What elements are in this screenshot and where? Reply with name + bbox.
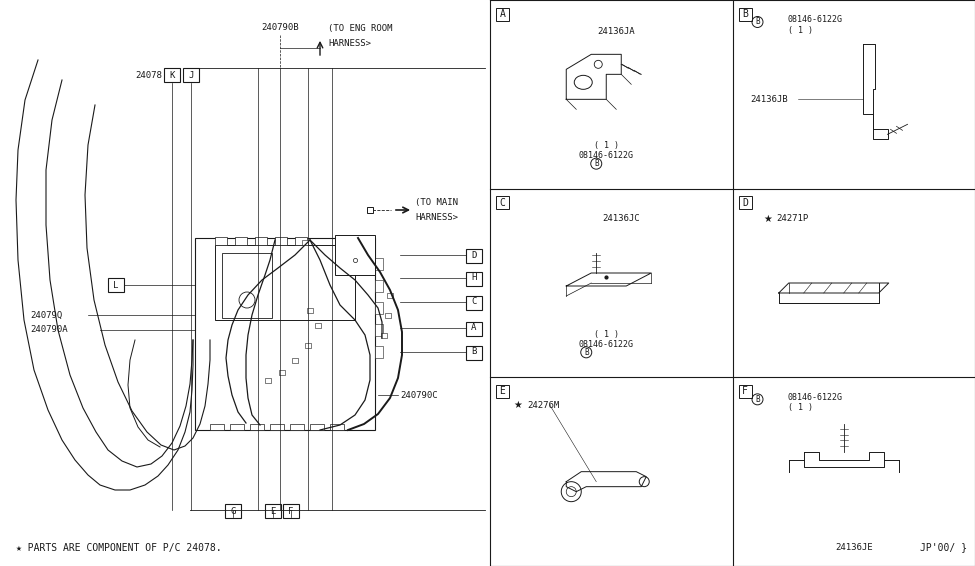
Bar [255, 237, 267, 245]
Text: 08146-6122G: 08146-6122G [579, 340, 634, 349]
Text: B: B [594, 159, 599, 168]
Bar [164, 68, 180, 82]
Bar [375, 324, 383, 336]
Text: 24079Q: 24079Q [30, 311, 62, 319]
Text: 240790C: 240790C [400, 391, 438, 400]
Text: ★: ★ [514, 400, 523, 410]
Bar [738, 7, 752, 20]
Text: 24271P: 24271P [776, 214, 808, 223]
Bar [230, 424, 244, 430]
Bar [496, 385, 509, 398]
Text: 24276M: 24276M [527, 401, 560, 410]
Bar [381, 333, 387, 338]
Text: B: B [584, 348, 589, 357]
Bar [265, 504, 281, 518]
Bar [275, 237, 287, 245]
Text: B: B [756, 18, 760, 27]
Bar [183, 68, 199, 82]
Text: JP'00/ }: JP'00/ } [920, 542, 967, 552]
Text: D: D [471, 251, 477, 259]
Bar [265, 378, 271, 383]
Bar [738, 196, 752, 209]
Text: G: G [230, 507, 236, 516]
Text: 240790B: 240790B [261, 24, 298, 32]
Bar [385, 313, 391, 318]
Bar [270, 424, 284, 430]
Text: A: A [499, 9, 505, 19]
Bar [307, 308, 313, 313]
Bar [292, 358, 298, 363]
Text: H: H [471, 273, 477, 282]
Bar [466, 272, 482, 286]
Text: E: E [499, 387, 505, 396]
Bar [108, 278, 124, 292]
Bar [222, 253, 272, 318]
Text: E: E [270, 507, 276, 516]
Bar [375, 280, 383, 292]
Text: 240790A: 240790A [30, 325, 67, 335]
Bar [225, 504, 241, 518]
Text: 24078: 24078 [136, 71, 162, 79]
Bar [302, 240, 308, 245]
Text: 24136JE: 24136JE [835, 543, 873, 552]
Text: 24136JB: 24136JB [751, 95, 788, 104]
Bar [210, 424, 224, 430]
Text: B: B [756, 395, 760, 404]
Text: L: L [113, 281, 119, 289]
Bar [496, 7, 509, 20]
Text: J: J [188, 71, 194, 79]
Bar [235, 237, 247, 245]
Bar [466, 322, 482, 336]
Text: ( 1 ): ( 1 ) [594, 141, 619, 150]
Bar [738, 385, 752, 398]
Text: B: B [471, 348, 477, 357]
Bar [375, 258, 383, 270]
Text: HARNESS>: HARNESS> [415, 212, 458, 221]
Bar [195, 238, 375, 430]
Text: ( 1 ): ( 1 ) [788, 25, 812, 35]
Bar [279, 370, 285, 375]
Text: F: F [742, 387, 748, 396]
Text: C: C [499, 198, 505, 208]
Bar [375, 346, 383, 358]
Text: 08146-6122G: 08146-6122G [788, 15, 842, 24]
Text: HARNESS>: HARNESS> [328, 38, 371, 48]
Bar [466, 346, 482, 360]
Text: 24136JA: 24136JA [598, 28, 635, 36]
Text: C: C [471, 298, 477, 307]
Bar [250, 424, 264, 430]
Bar [305, 343, 311, 348]
Bar [215, 237, 227, 245]
Text: B: B [742, 9, 748, 19]
Bar [290, 424, 304, 430]
Text: 08146-6122G: 08146-6122G [788, 393, 842, 402]
Bar [387, 293, 393, 298]
Bar [283, 504, 299, 518]
Text: 24136JC: 24136JC [603, 214, 640, 223]
Text: ★ PARTS ARE COMPONENT OF P/C 24078.: ★ PARTS ARE COMPONENT OF P/C 24078. [16, 543, 221, 553]
Bar [295, 237, 307, 245]
Text: D: D [742, 198, 748, 208]
Text: (TO MAIN: (TO MAIN [415, 198, 458, 207]
Bar [375, 302, 383, 314]
Text: A: A [471, 324, 477, 332]
Bar [330, 424, 344, 430]
Text: ( 1 ): ( 1 ) [594, 330, 619, 339]
Bar [215, 245, 355, 320]
Text: ( 1 ): ( 1 ) [788, 403, 812, 412]
Bar [335, 235, 375, 275]
Bar [315, 323, 321, 328]
Text: 08146-6122G: 08146-6122G [579, 151, 634, 160]
Text: K: K [170, 71, 175, 79]
Bar [310, 424, 324, 430]
Text: (TO ENG ROOM: (TO ENG ROOM [328, 24, 393, 32]
Bar [496, 196, 509, 209]
Bar [466, 249, 482, 263]
Bar [466, 296, 482, 310]
Text: F: F [289, 507, 293, 516]
Text: ★: ★ [763, 214, 772, 224]
